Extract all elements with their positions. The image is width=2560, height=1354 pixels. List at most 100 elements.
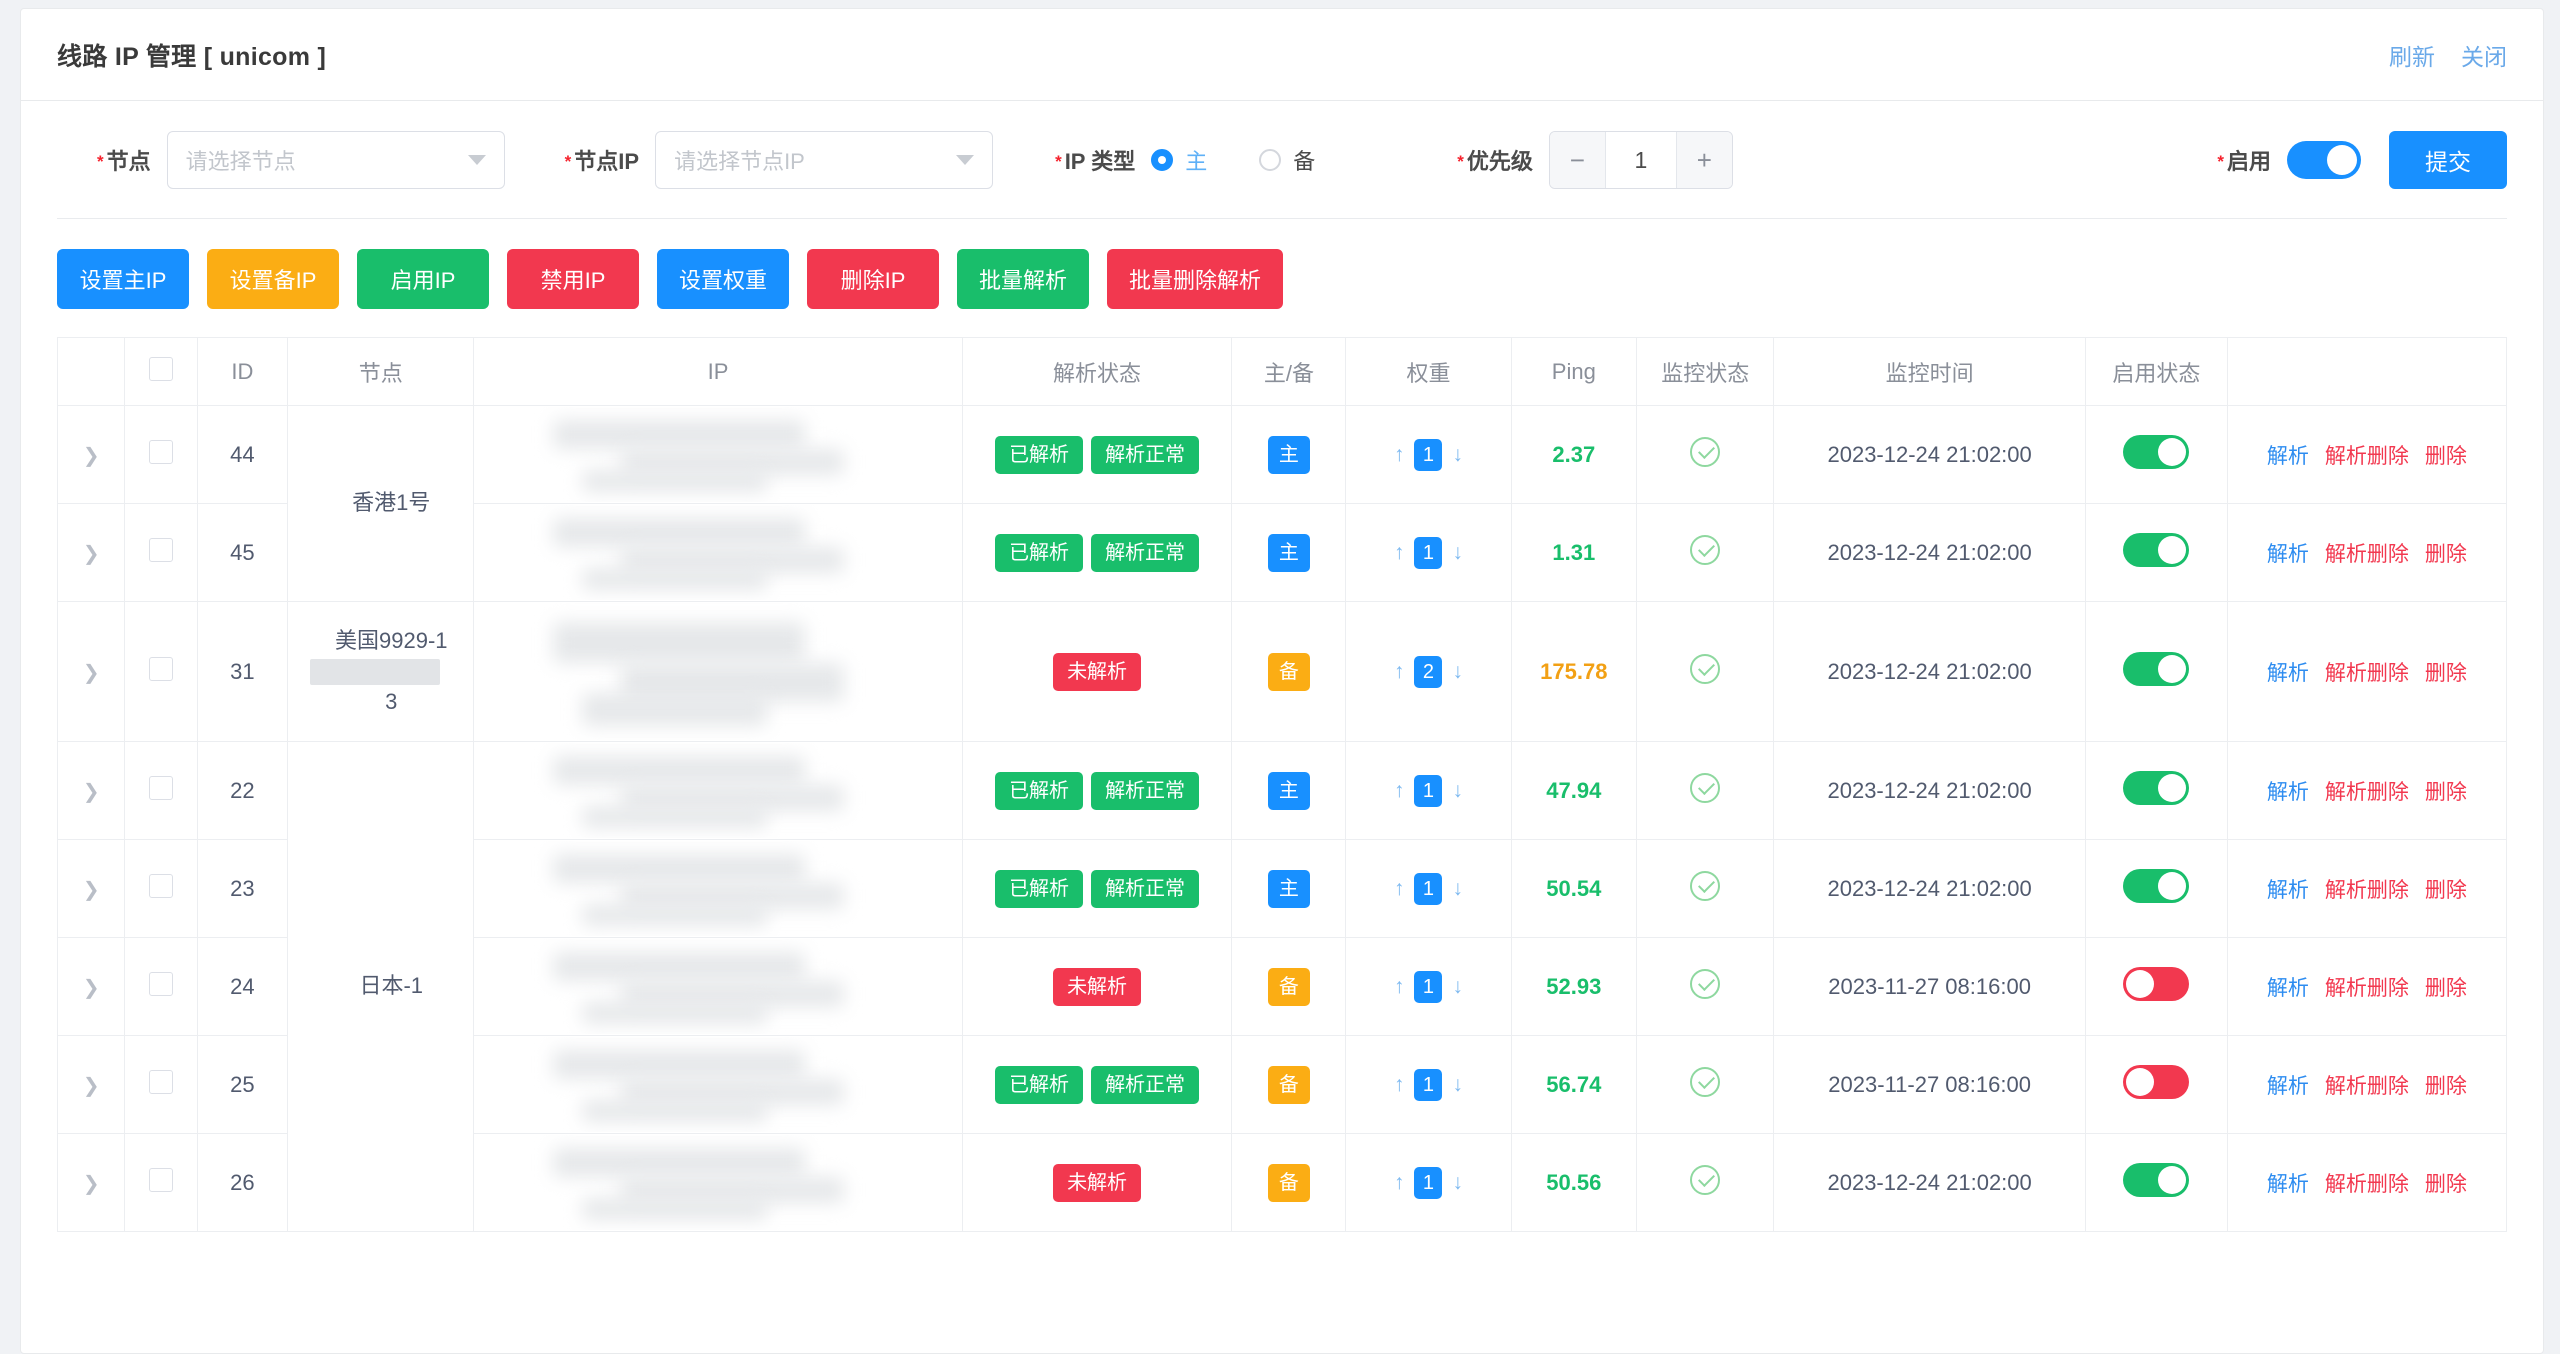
resolve-link[interactable]: 解析 bbox=[2266, 444, 2309, 468]
delete-link[interactable]: 删除 bbox=[2424, 976, 2467, 1000]
row-enable-toggle[interactable] bbox=[2123, 532, 2190, 567]
weight-down-icon[interactable]: ↓ bbox=[1452, 1073, 1463, 1096]
row-select-cell[interactable] bbox=[124, 1133, 198, 1232]
row-enable-toggle[interactable] bbox=[2123, 770, 2190, 805]
priority-value[interactable]: 1 bbox=[1634, 146, 1648, 173]
disable-ip-button[interactable]: 禁用IP bbox=[507, 249, 639, 309]
set-backup-ip-button[interactable]: 设置备IP bbox=[207, 249, 339, 309]
weight-up-icon[interactable]: ↑ bbox=[1393, 660, 1405, 683]
resolve-delete-link[interactable]: 解析删除 bbox=[2324, 1074, 2409, 1098]
row-expand-cell[interactable]: ❯ bbox=[56, 1035, 126, 1134]
resolve-link[interactable]: 解析 bbox=[2266, 878, 2309, 902]
resolve-link[interactable]: 解析 bbox=[2266, 661, 2309, 685]
weight-value[interactable]: 1 bbox=[1414, 438, 1443, 471]
weight-down-icon[interactable]: ↓ bbox=[1452, 975, 1463, 998]
node-select[interactable]: 请选择节点 bbox=[166, 131, 505, 189]
row-checkbox[interactable] bbox=[148, 439, 173, 464]
resolve-delete-link[interactable]: 解析删除 bbox=[2324, 878, 2409, 902]
resolve-delete-link[interactable]: 解析删除 bbox=[2324, 661, 2409, 685]
resolve-delete-link[interactable]: 解析删除 bbox=[2324, 1172, 2409, 1196]
row-expand-cell[interactable]: ❯ bbox=[56, 937, 126, 1036]
row-enable-toggle[interactable] bbox=[2123, 651, 2190, 686]
weight-value[interactable]: 1 bbox=[1414, 774, 1443, 807]
batch-delete-resolve-button[interactable]: 批量删除解析 bbox=[1107, 249, 1284, 309]
resolve-delete-link[interactable]: 解析删除 bbox=[2324, 780, 2409, 804]
weight-value[interactable]: 1 bbox=[1414, 1166, 1443, 1199]
row-enable-toggle[interactable] bbox=[2123, 434, 2190, 469]
row-expand-cell[interactable]: ❯ bbox=[56, 601, 126, 742]
row-enable-toggle[interactable] bbox=[2123, 1162, 2190, 1197]
priority-decrement-button[interactable]: − bbox=[1549, 132, 1606, 188]
chevron-right-icon[interactable]: ❯ bbox=[82, 661, 100, 684]
enable-toggle[interactable] bbox=[2287, 141, 2361, 179]
resolve-link[interactable]: 解析 bbox=[2266, 542, 2309, 566]
row-expand-cell[interactable]: ❯ bbox=[56, 741, 126, 840]
delete-link[interactable]: 删除 bbox=[2424, 1074, 2467, 1098]
weight-down-icon[interactable]: ↓ bbox=[1452, 877, 1463, 900]
row-checkbox[interactable] bbox=[148, 873, 173, 898]
row-checkbox[interactable] bbox=[148, 775, 173, 800]
resolve-link[interactable]: 解析 bbox=[2266, 780, 2309, 804]
resolve-link[interactable]: 解析 bbox=[2266, 976, 2309, 1000]
weight-up-icon[interactable]: ↑ bbox=[1393, 1171, 1405, 1194]
chevron-right-icon[interactable]: ❯ bbox=[82, 878, 100, 901]
resolve-link[interactable]: 解析 bbox=[2266, 1074, 2309, 1098]
row-select-cell[interactable] bbox=[124, 937, 198, 1036]
delete-link[interactable]: 删除 bbox=[2424, 780, 2467, 804]
row-checkbox[interactable] bbox=[148, 537, 173, 562]
row-checkbox[interactable] bbox=[148, 656, 173, 681]
row-checkbox[interactable] bbox=[148, 1167, 173, 1192]
weight-value[interactable]: 1 bbox=[1414, 872, 1443, 905]
row-checkbox[interactable] bbox=[148, 1069, 173, 1094]
weight-down-icon[interactable]: ↓ bbox=[1452, 779, 1463, 802]
node-ip-select[interactable]: 请选择节点IP bbox=[655, 131, 994, 189]
row-select-cell[interactable] bbox=[124, 741, 198, 840]
row-expand-cell[interactable]: ❯ bbox=[56, 503, 126, 602]
submit-button[interactable]: 提交 bbox=[2389, 131, 2507, 189]
batch-resolve-button[interactable]: 批量解析 bbox=[957, 249, 1090, 309]
weight-up-icon[interactable]: ↑ bbox=[1393, 975, 1405, 998]
weight-value[interactable]: 1 bbox=[1414, 1068, 1443, 1101]
chevron-right-icon[interactable]: ❯ bbox=[82, 976, 100, 999]
row-expand-cell[interactable]: ❯ bbox=[56, 1133, 126, 1232]
weight-up-icon[interactable]: ↑ bbox=[1393, 877, 1405, 900]
priority-increment-button[interactable]: + bbox=[1675, 132, 1732, 188]
delete-link[interactable]: 删除 bbox=[2424, 878, 2467, 902]
row-select-cell[interactable] bbox=[124, 601, 198, 742]
set-primary-ip-button[interactable]: 设置主IP bbox=[57, 249, 189, 309]
weight-up-icon[interactable]: ↑ bbox=[1393, 443, 1405, 466]
chevron-right-icon[interactable]: ❯ bbox=[82, 444, 100, 467]
row-enable-toggle[interactable] bbox=[2123, 1064, 2190, 1099]
weight-up-icon[interactable]: ↑ bbox=[1393, 779, 1405, 802]
weight-value[interactable]: 2 bbox=[1414, 655, 1443, 688]
chevron-right-icon[interactable]: ❯ bbox=[82, 780, 100, 803]
close-link[interactable]: 关闭 bbox=[2461, 43, 2507, 70]
row-enable-toggle[interactable] bbox=[2123, 966, 2190, 1001]
resolve-delete-link[interactable]: 解析删除 bbox=[2324, 542, 2409, 566]
row-expand-cell[interactable]: ❯ bbox=[56, 405, 126, 504]
delete-link[interactable]: 删除 bbox=[2424, 1172, 2467, 1196]
row-select-cell[interactable] bbox=[124, 405, 198, 504]
weight-up-icon[interactable]: ↑ bbox=[1393, 541, 1405, 564]
weight-value[interactable]: 1 bbox=[1414, 536, 1443, 569]
delete-link[interactable]: 删除 bbox=[2424, 542, 2467, 566]
ip-type-radio-primary[interactable]: 主 bbox=[1151, 144, 1207, 176]
refresh-link[interactable]: 刷新 bbox=[2389, 43, 2435, 70]
row-select-cell[interactable] bbox=[124, 1035, 198, 1134]
weight-down-icon[interactable]: ↓ bbox=[1452, 660, 1463, 683]
set-weight-button[interactable]: 设置权重 bbox=[657, 249, 790, 309]
weight-value[interactable]: 1 bbox=[1414, 970, 1443, 1003]
chevron-right-icon[interactable]: ❯ bbox=[82, 1172, 100, 1195]
select-all-checkbox[interactable] bbox=[148, 356, 173, 381]
delete-ip-button[interactable]: 删除IP bbox=[807, 249, 940, 309]
row-expand-cell[interactable]: ❯ bbox=[56, 839, 126, 938]
enable-ip-button[interactable]: 启用IP bbox=[357, 249, 489, 309]
row-select-cell[interactable] bbox=[124, 503, 198, 602]
ip-type-radio-backup[interactable]: 备 bbox=[1259, 144, 1315, 176]
delete-link[interactable]: 删除 bbox=[2424, 661, 2467, 685]
chevron-right-icon[interactable]: ❯ bbox=[82, 1074, 100, 1097]
resolve-delete-link[interactable]: 解析删除 bbox=[2324, 444, 2409, 468]
delete-link[interactable]: 删除 bbox=[2424, 444, 2467, 468]
weight-down-icon[interactable]: ↓ bbox=[1452, 1171, 1463, 1194]
weight-down-icon[interactable]: ↓ bbox=[1452, 443, 1463, 466]
